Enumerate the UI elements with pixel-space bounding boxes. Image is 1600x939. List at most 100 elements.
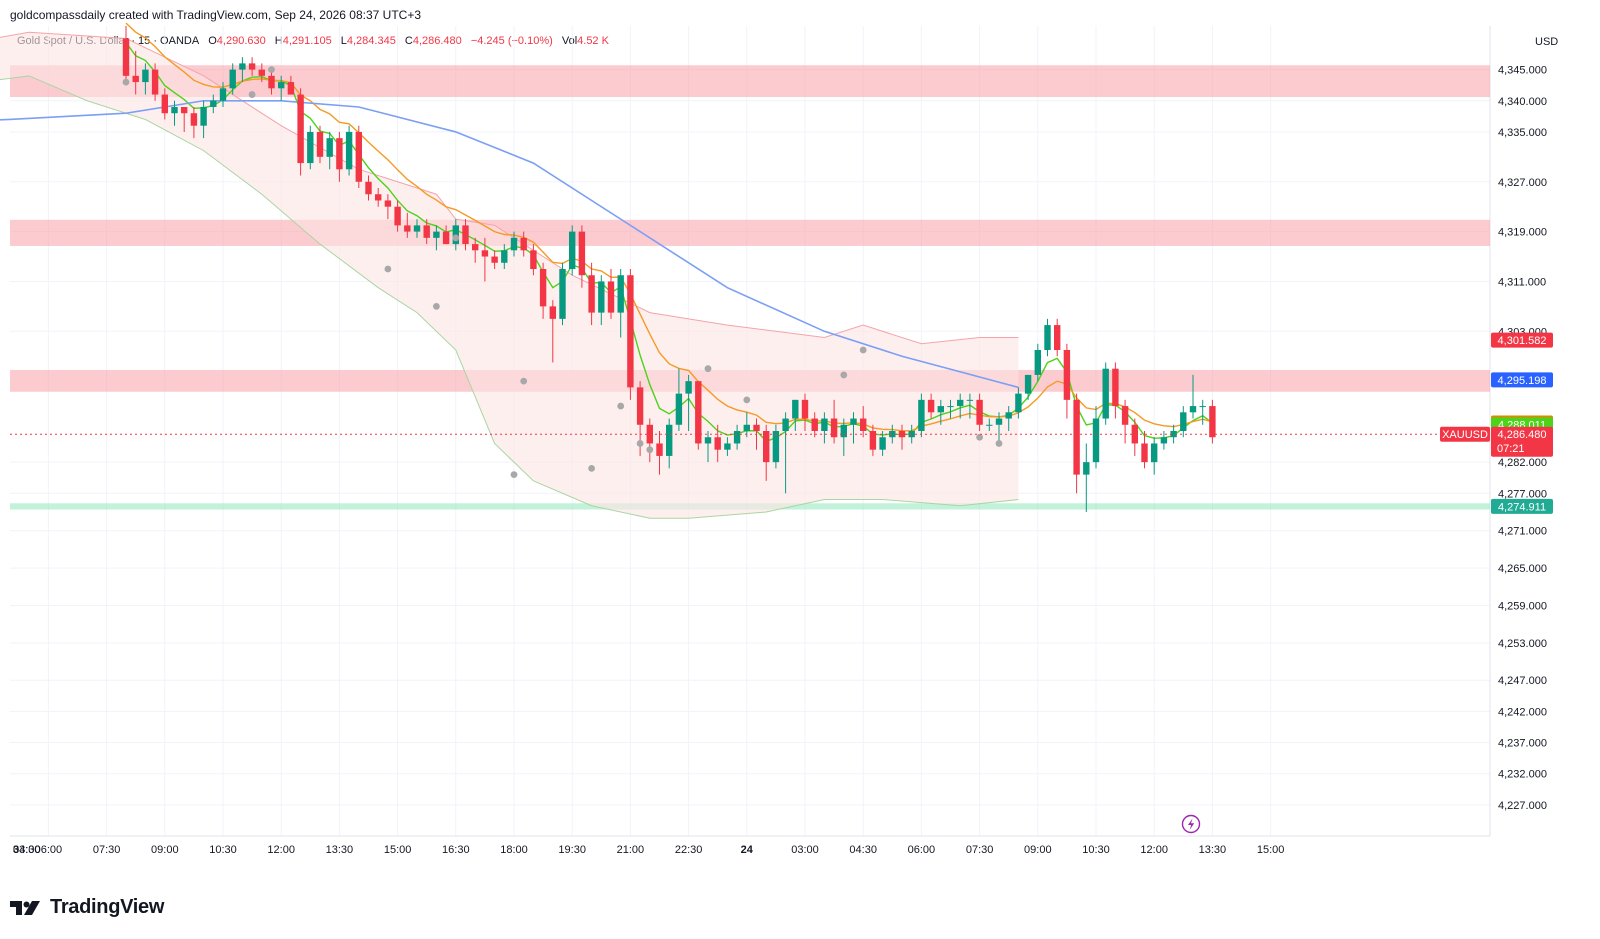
candle [132,50,139,95]
tradingview-logo-icon [10,900,40,915]
signal-dot [248,91,256,98]
high-label: H [274,35,283,47]
lightning-icon[interactable] [1181,814,1201,834]
candle [869,424,877,456]
candle-body [248,63,256,70]
candle [510,231,518,257]
candle [1131,418,1138,456]
price-axis: 4,345.000 4,340.000 4,335.000 4,327.000 4,31… [1498,65,1547,812]
low-label: L [340,35,347,47]
time-tick-label: 10:30 [1082,844,1110,856]
candle [656,431,663,475]
candle [384,194,392,220]
candle [423,219,430,245]
signal-dots [122,66,1003,479]
time-tick-label: 15:00 [1257,844,1285,856]
candle [1024,374,1032,400]
candle-body [927,399,935,413]
candle-body [976,399,983,425]
candle-body [1073,399,1080,475]
candle [355,125,362,188]
candle [530,244,537,276]
price-zone [10,65,1490,98]
time-tick-label: 24 [741,844,754,856]
candle-body [646,424,653,444]
currency-selector[interactable]: USD [1535,36,1559,48]
candle-body [258,69,265,76]
candle-body [501,250,508,263]
candle [151,63,159,101]
candle-body [569,231,576,269]
candle-body [724,443,731,450]
candle-body [918,399,925,431]
signal-dot [646,446,654,454]
candle-body [782,418,789,431]
candle [733,424,741,450]
time-tick-label: 19:30 [558,844,586,856]
candle [326,131,333,170]
candle [811,412,818,438]
candle-body [345,131,353,170]
candle [1073,393,1080,494]
candle-body [607,281,615,313]
candle-body [200,107,207,126]
signal-dot [743,396,751,404]
signal-dot [995,440,1003,447]
candle-body [675,393,683,425]
candle [248,57,256,76]
time-tick-label: 03:00 [13,844,41,856]
candle-body [268,75,275,89]
candle-body [801,399,809,419]
candle-body [287,82,295,95]
price-tick-label: 4,237.000 [1498,738,1547,750]
candle [1034,343,1041,382]
candle-body [860,418,867,431]
candle [830,399,838,444]
candle-body [520,237,527,251]
candle [578,225,586,288]
candle-body [1121,406,1129,425]
price-tick-label: 4,265.000 [1498,563,1547,575]
candle-body [1092,418,1100,463]
symbol-tag-bg [1440,426,1490,442]
candle [307,125,314,170]
candle [297,88,304,176]
candle [1160,431,1168,450]
price-tag-value: 4,286.480 [1498,429,1547,441]
candle [210,94,217,114]
time-tick-label: 12:00 [1140,844,1168,856]
candle-body [695,381,702,444]
candle [1054,318,1061,357]
candle [122,26,130,83]
candle [200,100,207,139]
candle [1151,437,1158,475]
candle-body [142,69,149,83]
time-tick-label: 09:00 [1024,844,1052,856]
candle-body [510,237,518,251]
price-tick-label: 4,253.000 [1498,638,1547,650]
time-tick-label: 15:00 [384,844,412,856]
candle [258,63,265,83]
candle [860,406,867,438]
candle-body [995,418,1003,425]
candle-body [986,424,993,426]
candle-body [821,418,828,431]
candle-body [1160,437,1168,444]
tradingview-logo[interactable]: TradingView [10,896,164,919]
price-tick-label: 4,259.000 [1498,600,1547,612]
candle [966,393,974,419]
candle-body [840,424,847,438]
candle [559,262,566,326]
tradingview-logo-text: TradingView [50,896,165,918]
candle [598,275,605,326]
time-tick-label: 18:00 [500,844,528,856]
candle-body [278,82,285,89]
candle [1083,443,1090,512]
open-label: O [208,35,217,47]
candle [675,368,683,431]
candle [1170,424,1177,444]
time-tick-label: 12:00 [267,844,295,856]
time-tick-label: 21:00 [617,844,645,856]
signal-dot [859,346,867,354]
